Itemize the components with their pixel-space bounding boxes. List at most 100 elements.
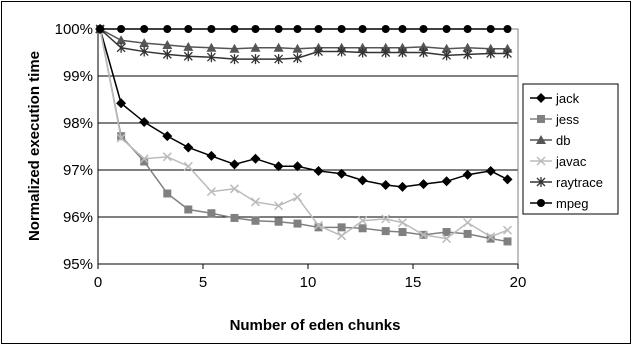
y-tick-label: 98% (63, 115, 93, 132)
marker-square (251, 216, 260, 225)
x-tick-label: 10 (300, 274, 317, 291)
marker-circle (314, 25, 323, 33)
legend: jack jess db javac raytrace mpeg (522, 83, 619, 215)
marker-square (314, 223, 323, 232)
marker-square (537, 115, 545, 123)
marker-triangle (418, 41, 429, 51)
series-jack (95, 24, 513, 192)
marker-star (116, 42, 126, 53)
marker-diamond (116, 98, 127, 109)
marker-diamond (380, 180, 391, 191)
marker-x (486, 232, 496, 242)
marker-x (463, 218, 473, 228)
series-line-jess (99, 28, 508, 243)
marker-circle (96, 25, 105, 33)
legend-label: javac (555, 154, 587, 169)
marker-star (274, 54, 284, 65)
marker-square (140, 157, 149, 166)
marker-square (337, 223, 346, 232)
legend-item-mpeg: mpeg (530, 196, 589, 211)
marker-circle (503, 25, 512, 33)
marker-diamond (502, 174, 513, 185)
marker-star (398, 47, 407, 58)
marker-triangle (183, 41, 194, 51)
marker-x (274, 201, 284, 211)
legend-label: jess (555, 112, 580, 127)
marker-star (183, 51, 193, 62)
marker-x (139, 154, 149, 164)
marker-circle (337, 25, 346, 33)
marker-diamond (485, 165, 496, 176)
marker-circle (486, 25, 495, 33)
marker-x (183, 161, 193, 171)
marker-triangle (139, 38, 150, 48)
marker-triangle (229, 43, 240, 53)
marker-diamond (206, 150, 217, 161)
y-tick-label: 95% (63, 256, 93, 273)
marker-circle (251, 25, 260, 33)
marker-diamond (418, 179, 429, 190)
marker-diamond (250, 153, 261, 164)
marker-triangle (462, 42, 473, 52)
marker-star (419, 47, 428, 58)
marker-triangle (116, 35, 127, 45)
marker-x (536, 156, 546, 166)
marker-x (381, 214, 391, 224)
marker-star (503, 48, 512, 59)
marker-circle (207, 25, 216, 33)
marker-star (230, 54, 239, 65)
marker-star (314, 46, 323, 57)
marker-x (502, 225, 513, 235)
marker-circle (442, 25, 451, 33)
marker-circle (358, 25, 367, 33)
legend-label: raytrace (556, 175, 603, 190)
marker-square (442, 228, 451, 237)
y-axis-title: Normalized execution time (26, 51, 43, 241)
marker-square (163, 189, 172, 198)
x-tick-label: 0 (94, 274, 102, 291)
marker-circle (274, 25, 283, 33)
legend-label: jack (555, 91, 580, 106)
marker-square (293, 219, 302, 228)
x-tick-label: 15 (405, 274, 422, 291)
y-tick-label: 100% (55, 21, 93, 38)
marker-circle (398, 25, 407, 33)
marker-square (398, 228, 407, 237)
marker-square (358, 224, 367, 233)
series-line-javac (99, 28, 508, 240)
legend-label: mpeg (556, 196, 589, 211)
gridlines (98, 28, 518, 265)
x-tick-label: 20 (510, 274, 527, 291)
legend-item-jack: jack (530, 91, 580, 106)
marker-x (442, 234, 452, 244)
marker-star (162, 49, 172, 60)
marker-diamond (536, 93, 546, 103)
marker-star (139, 46, 149, 57)
marker-x (292, 192, 303, 202)
marker-triangle (292, 43, 303, 53)
series-line-raytrace (99, 28, 508, 60)
marker-star (337, 46, 347, 57)
marker-square (463, 229, 472, 238)
legend-label: db (556, 133, 570, 148)
x-tick-labels: 0 5 10 15 20 (94, 274, 527, 291)
marker-diamond (162, 131, 173, 142)
legend-box (522, 83, 619, 215)
marker-triangle (273, 42, 284, 52)
marker-diamond (183, 142, 194, 153)
marker-diamond (292, 161, 303, 172)
series-group (95, 24, 513, 246)
marker-circle (140, 25, 149, 33)
marker-star (251, 54, 260, 65)
series-mpeg (96, 25, 512, 33)
legend-item-raytrace: raytrace (530, 175, 603, 190)
marker-square (184, 205, 193, 214)
marker-x (313, 220, 324, 230)
series-javac (95, 24, 513, 244)
marker-star (358, 47, 368, 58)
marker-circle (293, 25, 302, 33)
marker-x (116, 133, 126, 143)
legend-item-jess: jess (530, 112, 580, 127)
axes (97, 29, 519, 269)
